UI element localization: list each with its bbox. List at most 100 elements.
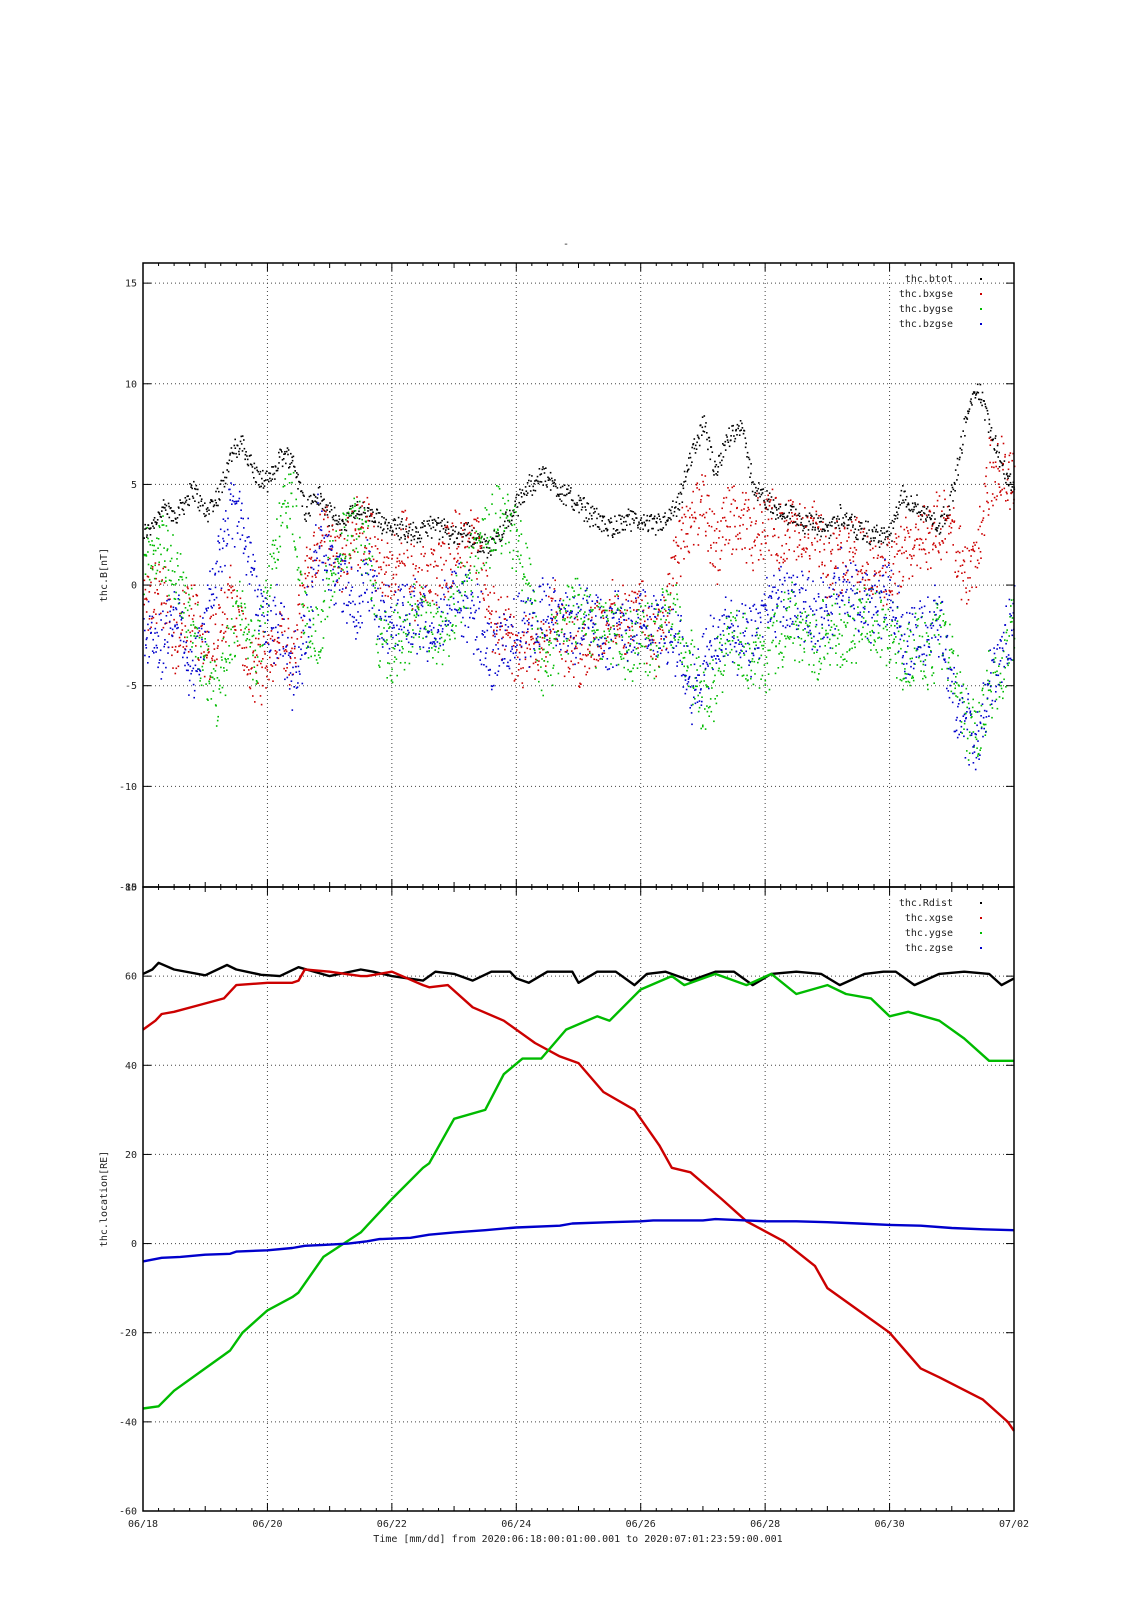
data-point <box>213 642 215 645</box>
data-point <box>282 646 284 648</box>
data-point <box>794 659 796 662</box>
data-point <box>681 516 683 519</box>
data-point <box>469 531 471 534</box>
data-point <box>659 518 661 521</box>
data-point <box>826 614 828 617</box>
data-point <box>576 502 578 504</box>
data-point <box>353 539 355 541</box>
data-point <box>714 566 716 568</box>
data-point <box>585 655 588 657</box>
data-point <box>613 633 616 635</box>
data-point <box>278 535 281 538</box>
data-point <box>437 517 440 519</box>
data-point <box>746 528 748 530</box>
data-point <box>753 541 755 543</box>
data-point <box>156 519 159 521</box>
data-point <box>554 479 556 481</box>
data-point <box>380 566 382 568</box>
data-point <box>152 616 155 619</box>
data-point <box>390 590 392 592</box>
data-point <box>381 516 383 518</box>
data-point <box>725 434 728 436</box>
data-point <box>347 534 349 537</box>
data-point <box>245 639 247 642</box>
data-point <box>296 555 298 558</box>
data-point <box>656 656 659 658</box>
data-point <box>657 654 659 656</box>
data-point <box>800 553 803 555</box>
data-point <box>254 656 256 659</box>
data-point <box>308 572 310 574</box>
data-point <box>748 508 750 511</box>
data-point <box>517 494 520 496</box>
data-point <box>554 622 557 624</box>
data-point <box>823 658 826 660</box>
data-point <box>714 674 716 677</box>
data-point <box>256 469 258 472</box>
data-point <box>371 546 373 548</box>
data-point <box>635 648 638 650</box>
data-point <box>964 435 966 437</box>
data-point <box>631 518 634 520</box>
data-point <box>458 607 461 609</box>
data-point <box>371 520 373 523</box>
data-point <box>160 516 162 518</box>
data-point <box>195 593 197 596</box>
data-point <box>639 626 641 628</box>
data-point <box>514 505 516 507</box>
data-point <box>781 518 783 520</box>
data-point <box>658 515 660 517</box>
data-point <box>403 534 406 536</box>
data-point <box>874 537 876 539</box>
data-point <box>521 682 524 684</box>
data-point <box>322 637 325 639</box>
data-point <box>249 687 252 690</box>
data-point <box>475 572 477 574</box>
data-point <box>227 470 230 473</box>
data-point <box>531 628 533 630</box>
data-point <box>156 631 158 634</box>
data-point <box>197 506 199 509</box>
data-point <box>777 517 780 519</box>
data-point <box>876 651 879 654</box>
data-point <box>578 686 581 688</box>
data-point <box>882 608 884 611</box>
data-point <box>318 651 320 653</box>
data-point <box>1010 492 1013 495</box>
data-point <box>467 540 469 543</box>
data-point <box>590 606 592 609</box>
data-point <box>524 651 526 654</box>
data-point <box>950 527 953 529</box>
data-point <box>825 576 828 578</box>
data-point <box>527 599 529 601</box>
data-point <box>855 536 857 539</box>
data-point <box>1001 488 1003 491</box>
data-point <box>909 657 912 660</box>
data-point <box>579 587 582 590</box>
data-point <box>194 602 197 605</box>
data-point <box>398 616 401 618</box>
data-point <box>303 495 305 497</box>
data-point <box>564 494 567 497</box>
data-point <box>519 562 521 564</box>
data-point <box>599 515 602 517</box>
data-point <box>836 520 838 522</box>
data-point <box>448 634 451 637</box>
data-point <box>424 625 427 628</box>
data-point <box>390 525 392 527</box>
data-point <box>988 650 990 652</box>
data-point <box>838 527 841 530</box>
data-point <box>317 487 320 489</box>
data-point <box>638 521 640 523</box>
data-point <box>873 570 876 572</box>
data-point <box>270 630 273 632</box>
data-point <box>588 613 590 616</box>
data-point <box>249 454 251 457</box>
data-point <box>820 535 822 538</box>
data-point <box>190 486 192 488</box>
data-point <box>791 506 794 508</box>
data-point <box>691 501 693 504</box>
data-point <box>148 615 151 617</box>
data-point <box>362 527 364 529</box>
data-point <box>358 510 360 513</box>
